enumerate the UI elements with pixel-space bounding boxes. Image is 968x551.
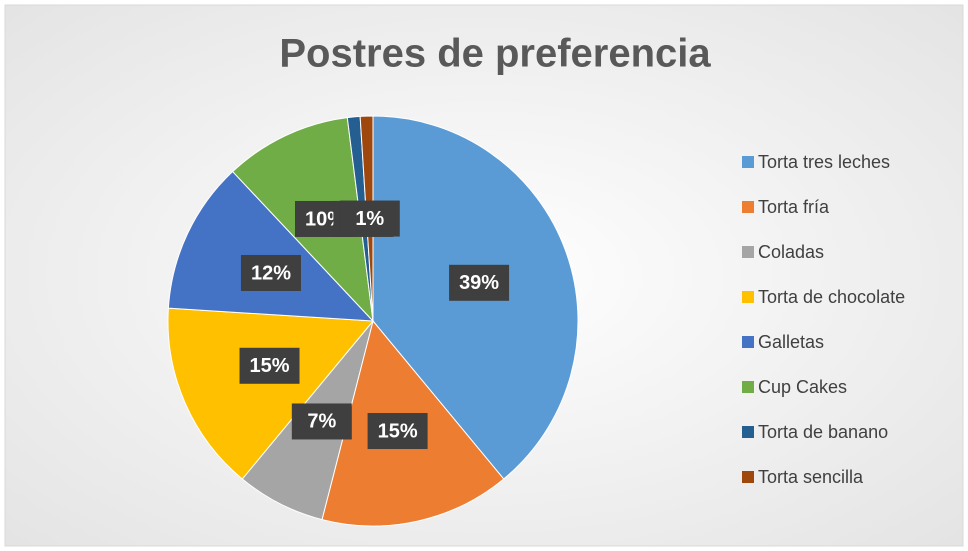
data-label: 7% [307,411,336,433]
legend-label: Torta de chocolate [758,287,905,307]
legend-label: Torta de banano [758,422,888,442]
legend-swatch [742,336,754,348]
legend-label: Torta sencilla [758,467,864,487]
data-label: 15% [378,420,418,442]
legend-swatch [742,381,754,393]
data-label-box [239,347,300,384]
legend: Torta tres leches Torta fría Coladas Torta … [742,152,905,487]
chart-title: Postres de preferencia [279,32,711,76]
legend-swatch [742,156,754,168]
data-label-box [449,264,510,301]
data-label: 12% [251,262,291,284]
data-label-box [240,254,301,291]
legend-swatch [742,291,754,303]
data-label: 15% [250,355,290,377]
legend-label: Torta fría [758,197,830,217]
legend-swatch [742,201,754,213]
data-label: 39% [459,272,499,294]
legend-label: Coladas [758,242,824,262]
legend-swatch [742,471,754,483]
legend-swatch [742,426,754,438]
pie-slice [167,170,375,322]
pie [167,115,579,527]
legend-label: Cup Cakes [758,377,847,397]
legend-label: Galletas [758,332,824,352]
legend-swatch [742,246,754,258]
pie-slice [167,307,375,480]
legend-label: Torta tres leches [758,152,890,172]
data-label-box [339,200,400,237]
data-labels: 39%15%7%15%12%10%1%1% [239,200,510,450]
data-label: 1% [355,208,384,230]
data-label-box [291,403,352,440]
data-label-box [367,413,428,450]
